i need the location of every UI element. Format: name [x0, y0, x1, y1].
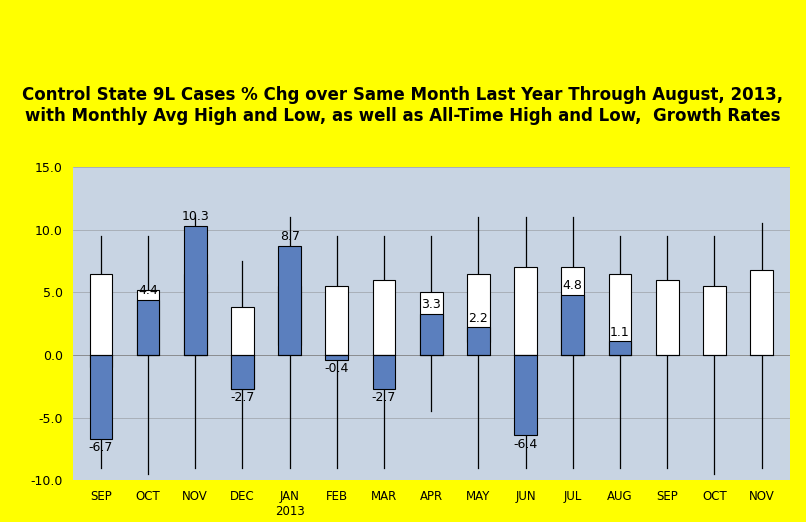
Bar: [89, 355, 112, 439]
Text: -0.4: -0.4: [325, 362, 349, 375]
Bar: [750, 270, 773, 355]
Bar: [326, 355, 348, 360]
Bar: [467, 327, 490, 355]
Bar: [231, 355, 254, 389]
Bar: [278, 246, 301, 355]
Bar: [326, 286, 348, 355]
Bar: [278, 286, 301, 345]
Bar: [609, 274, 631, 355]
Text: 4.8: 4.8: [563, 279, 583, 292]
Text: 4.4: 4.4: [138, 284, 158, 298]
Text: 1.1: 1.1: [610, 326, 629, 339]
Bar: [609, 341, 631, 355]
Text: -2.7: -2.7: [372, 392, 397, 405]
Bar: [656, 280, 679, 355]
Bar: [184, 226, 206, 355]
Bar: [137, 300, 160, 355]
Bar: [420, 314, 442, 355]
Bar: [89, 274, 112, 367]
Bar: [231, 307, 254, 389]
Bar: [514, 267, 537, 355]
Bar: [372, 280, 395, 355]
Bar: [372, 355, 395, 389]
Text: Control State 9L Cases % Chg over Same Month Last Year Through August, 2013,
wit: Control State 9L Cases % Chg over Same M…: [23, 87, 783, 125]
Bar: [514, 355, 537, 435]
Bar: [467, 274, 490, 342]
Bar: [703, 286, 725, 355]
Text: 8.7: 8.7: [280, 230, 300, 243]
Bar: [184, 274, 206, 355]
Bar: [562, 295, 584, 355]
Text: -2.7: -2.7: [231, 392, 255, 405]
Bar: [420, 292, 442, 355]
Bar: [137, 290, 160, 355]
Text: -6.7: -6.7: [89, 442, 113, 455]
Text: -6.4: -6.4: [513, 437, 538, 450]
Text: 2.2: 2.2: [468, 312, 488, 325]
Bar: [562, 267, 584, 355]
Text: 10.3: 10.3: [181, 210, 209, 223]
Text: 3.3: 3.3: [422, 298, 441, 311]
